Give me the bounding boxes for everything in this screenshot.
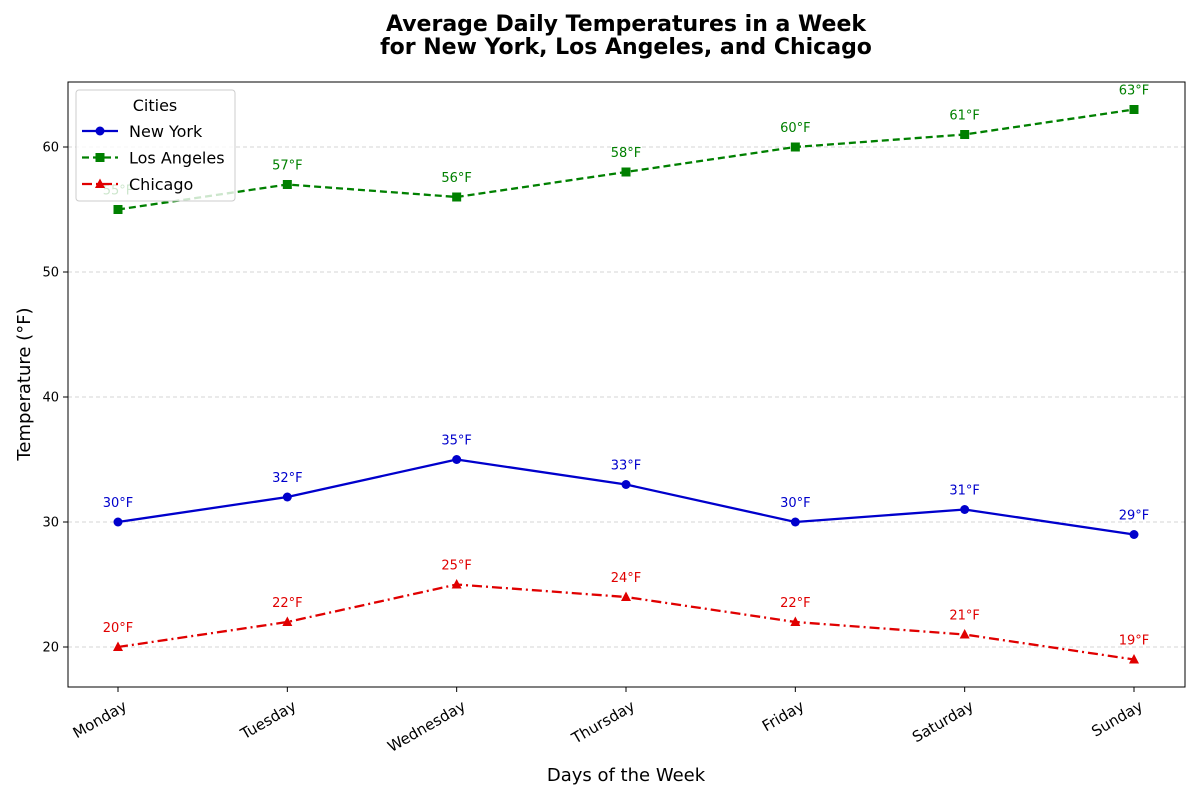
data-label-new-york: 33°F xyxy=(611,459,642,474)
data-label-chicago: 20°F xyxy=(103,621,134,636)
data-label-los-angeles: 58°F xyxy=(611,146,642,161)
data-label-los-angeles: 60°F xyxy=(780,121,811,136)
y-axis-ticks: 20 30 40 50 60 xyxy=(42,141,68,656)
legend-label-chicago: Chicago xyxy=(129,175,193,194)
data-label-new-york: 32°F xyxy=(272,471,303,486)
point-chicago xyxy=(621,591,631,601)
legend-label-new-york: New York xyxy=(129,122,203,141)
legend-marker-new-york xyxy=(95,126,105,136)
data-label-new-york: 29°F xyxy=(1119,509,1150,524)
legend-label-los-angeles: Los Angeles xyxy=(129,149,225,168)
point-los-angeles xyxy=(960,130,970,139)
x-tick-label: Tuesday xyxy=(237,697,300,744)
data-label-los-angeles: 61°F xyxy=(949,109,980,124)
point-los-angeles xyxy=(790,142,800,152)
point-new-york xyxy=(621,480,631,489)
series-layer xyxy=(113,105,1139,664)
point-new-york xyxy=(113,517,123,527)
point-chicago xyxy=(790,616,801,626)
point-los-angeles xyxy=(113,205,123,214)
point-new-york xyxy=(452,455,462,464)
point-new-york xyxy=(282,492,292,502)
x-axis-label: Days of the Week xyxy=(547,765,706,786)
plot-frame xyxy=(67,81,1186,688)
point-new-york xyxy=(1129,530,1139,539)
y-tick-label: 20 xyxy=(42,641,59,656)
legend: Cities New York Los Angeles Chicago xyxy=(75,89,236,202)
point-los-angeles xyxy=(452,192,462,202)
data-label-chicago: 22°F xyxy=(272,596,303,611)
chart-title-line-2: for New York, Los Angeles, and Chicago xyxy=(380,35,872,60)
data-label-new-york: 30°F xyxy=(780,496,811,511)
y-axis-label: Temperature (°F) xyxy=(14,307,35,461)
data-label-los-angeles: 63°F xyxy=(1119,84,1150,99)
data-label-chicago: 21°F xyxy=(949,609,980,624)
y-tick-label: 50 xyxy=(42,266,59,281)
legend-box xyxy=(75,89,236,202)
data-label-chicago: 22°F xyxy=(780,596,811,611)
legend-title: Cities xyxy=(133,96,178,115)
data-label-chicago: 24°F xyxy=(611,571,642,586)
data-label-chicago: 19°F xyxy=(1119,634,1150,649)
point-chicago xyxy=(1129,654,1139,664)
y-tick-label: 60 xyxy=(42,141,59,156)
data-label-new-york: 30°F xyxy=(103,496,134,511)
y-tick-label: 30 xyxy=(42,516,59,531)
x-tick-label: Sunday xyxy=(1088,697,1146,741)
point-chicago xyxy=(959,629,970,639)
point-new-york xyxy=(960,505,970,514)
x-tick-label: Saturday xyxy=(909,697,977,746)
data-label-new-york: 31°F xyxy=(949,484,980,499)
point-los-angeles xyxy=(1129,105,1139,114)
legend-marker-chicago xyxy=(95,178,105,188)
x-tick-label: Wednesday xyxy=(384,697,468,756)
data-label-los-angeles: 56°F xyxy=(441,171,472,186)
point-chicago xyxy=(282,616,293,626)
data-label-los-angeles: 57°F xyxy=(272,159,303,174)
data-label-new-york: 35°F xyxy=(441,434,472,449)
point-chicago xyxy=(451,579,462,589)
x-tick-label: Friday xyxy=(759,697,807,735)
x-axis-ticks: Monday Tuesday Wednesday Thursday Friday Satu… xyxy=(70,687,1146,756)
y-tick-label: 40 xyxy=(42,391,59,406)
chart-title-line-1: Average Daily Temperatures in a Week xyxy=(386,12,867,37)
point-new-york xyxy=(790,517,800,527)
point-chicago xyxy=(113,641,123,651)
x-tick-label: Monday xyxy=(70,697,130,742)
data-labels-layer: 30°F32°F35°F33°F30°F31°F29°F55°F57°F56°F… xyxy=(103,84,1150,649)
point-los-angeles xyxy=(621,167,631,177)
data-label-chicago: 25°F xyxy=(441,559,472,574)
x-tick-label: Thursday xyxy=(568,697,638,748)
legend-marker-los-angeles xyxy=(95,153,105,162)
point-los-angeles xyxy=(282,180,292,189)
